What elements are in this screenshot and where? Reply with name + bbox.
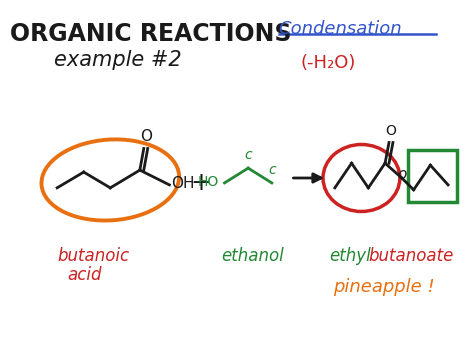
Text: c: c xyxy=(245,148,252,162)
Text: O: O xyxy=(385,124,396,138)
Text: pineapple !: pineapple ! xyxy=(333,278,435,296)
Text: ethanol: ethanol xyxy=(221,247,284,265)
Text: butanoate: butanoate xyxy=(368,247,454,265)
Bar xyxy=(408,151,457,202)
Text: o: o xyxy=(397,166,407,181)
Text: OH: OH xyxy=(172,176,195,191)
Text: +: + xyxy=(191,171,211,195)
Text: Condensation: Condensation xyxy=(279,21,402,38)
Text: HO: HO xyxy=(197,175,219,189)
Text: butanoic: butanoic xyxy=(57,247,129,265)
Text: (-H₂O): (-H₂O) xyxy=(301,54,356,72)
Text: ethyl: ethyl xyxy=(329,247,371,265)
Text: c: c xyxy=(268,163,275,177)
Text: acid: acid xyxy=(67,266,101,284)
Text: ORGANIC REACTIONS: ORGANIC REACTIONS xyxy=(10,22,292,47)
Text: O: O xyxy=(140,129,152,143)
Text: example #2: example #2 xyxy=(54,50,182,70)
